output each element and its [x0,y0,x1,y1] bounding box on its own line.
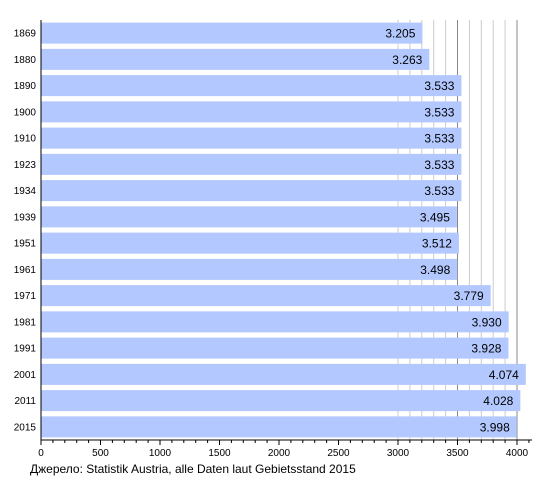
category-label: 1869 [14,29,37,40]
x-tick-label: 2500 [327,448,350,459]
x-tick-label: 3500 [446,448,469,459]
value-label: 3.533 [424,184,454,198]
bar-1991 [41,337,509,359]
category-label: 1890 [14,81,37,92]
x-tick-label: 0 [38,448,44,459]
category-label: 1991 [14,344,37,355]
value-label: 3.533 [424,158,454,172]
y-axis-labels: 1869 1880 1890 1900 1910 1923 1934 1939 1951 1961… [14,29,37,434]
x-tick-label: 3000 [387,448,410,459]
category-label: 1934 [14,186,37,197]
x-tick-label: 1000 [149,448,172,459]
bar-2001 [41,363,526,385]
category-label: 1939 [14,212,37,223]
bar-1981 [41,311,509,333]
bar-1971 [41,285,491,307]
category-label: 2011 [14,396,36,407]
source-note: Джерело: Statistik Austria, alle Daten l… [30,462,356,476]
bar-1961 [41,258,458,280]
category-label: 1961 [14,265,37,276]
value-label: 3.928 [471,342,501,356]
category-label: 1981 [14,317,37,328]
x-tick-label: 500 [92,448,109,459]
bar-1951 [41,232,459,254]
category-label: 1971 [14,291,37,302]
bar-1910 [41,127,462,149]
category-label: 2015 [14,422,37,433]
bar-2011 [41,390,521,412]
bar-1900 [41,101,462,123]
category-label: 1951 [14,239,37,250]
value-label: 3.533 [424,79,454,93]
value-label: 3.495 [420,210,450,224]
value-label: 3.512 [422,237,452,251]
value-label: 3.263 [392,53,422,67]
x-tick-label: 1500 [208,448,231,459]
x-axis: 0 500 1000 1500 2000 2500 3000 3500 4000 [38,20,532,459]
category-label: 1880 [14,55,37,66]
value-label: 3.498 [420,263,450,277]
x-tick-label: 2000 [268,448,291,459]
bar-1923 [41,153,462,175]
value-label: 3.779 [454,289,484,303]
category-label: 1900 [14,107,37,118]
category-label: 2001 [14,370,37,381]
value-label: 3.998 [480,420,510,434]
bar-1939 [41,206,457,228]
value-label: 3.205 [385,27,415,41]
value-label: 3.533 [424,132,454,146]
value-label: 4.028 [483,394,513,408]
bar-1880 [41,48,430,70]
bar-1869 [41,22,423,44]
category-label: 1923 [14,160,37,171]
bar-1890 [41,75,462,97]
x-tick-label: 4000 [506,448,529,459]
value-label: 3.533 [424,105,454,119]
bars-group: 3.2053.2633.5333.5333.5333.5333.5333.495… [41,22,526,438]
value-label: 4.074 [489,368,519,382]
category-label: 1910 [14,134,37,145]
bar-1934 [41,180,462,202]
value-label: 3.930 [472,315,502,329]
bar-2015 [41,416,517,438]
